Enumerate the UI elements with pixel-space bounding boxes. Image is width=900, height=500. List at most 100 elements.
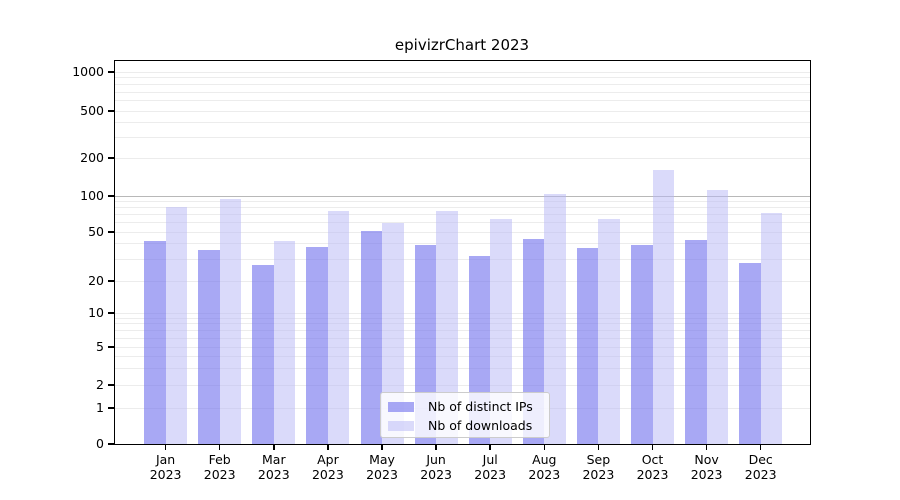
- y-axis-tick: [108, 384, 115, 386]
- x-tick-year: 2023: [690, 467, 723, 482]
- chart-title: epivizrChart 2023: [394, 36, 530, 54]
- gridline: [115, 200, 811, 202]
- gridline: [115, 355, 811, 357]
- x-tick-label: Apr 2023: [296, 452, 360, 482]
- x-tick-month: Mar: [262, 452, 286, 467]
- bar-distinct-ips: [144, 241, 166, 444]
- bar-downloads: [652, 170, 674, 444]
- bar-distinct-ips: [198, 249, 220, 444]
- bar-downloads: [382, 222, 404, 444]
- x-axis-tick: [218, 444, 221, 450]
- legend-swatch-distinct-ips-icon: [388, 401, 414, 412]
- x-axis-tick: [381, 444, 383, 450]
- x-axis-tick: [543, 444, 546, 450]
- x-axis-tick: [489, 444, 491, 450]
- gridline: [115, 157, 811, 159]
- x-axis-tick: [705, 444, 708, 450]
- y-tick-label: 5: [96, 339, 104, 354]
- x-tick-year: 2023: [366, 467, 398, 482]
- bar-distinct-ips: [306, 246, 328, 444]
- x-tick-month: May: [369, 452, 395, 467]
- gridline: [115, 243, 811, 245]
- x-tick-label: Jun 2023: [404, 452, 468, 482]
- x-tick-label: May 2023: [350, 452, 414, 482]
- y-tick-label: 100: [80, 188, 104, 203]
- legend-item-downloads: Nb of downloads: [381, 416, 549, 435]
- x-axis-tick: [651, 444, 654, 450]
- x-axis-tick: [273, 444, 275, 450]
- gridline: [115, 317, 811, 319]
- bar-downloads: [219, 199, 242, 444]
- legend-label-downloads: Nb of downloads: [428, 418, 533, 433]
- y-tick-label: 1: [96, 400, 104, 415]
- gridline: [115, 323, 811, 325]
- bar-distinct-ips: [739, 263, 761, 444]
- x-tick-month: Feb: [208, 452, 231, 467]
- x-tick-month: Jan: [155, 452, 176, 467]
- gridline: [115, 91, 811, 93]
- bar-downloads: [706, 189, 729, 444]
- x-tick-month: Sep: [586, 452, 611, 467]
- y-axis-tick: [108, 231, 115, 233]
- x-tick-month: Oct: [641, 452, 664, 467]
- y-tick-label: 500: [80, 103, 104, 118]
- x-tick-label: Aug 2023: [512, 452, 576, 482]
- x-tick-label: Jan 2023: [134, 452, 198, 482]
- y-axis-tick: [108, 346, 115, 348]
- y-axis-tick: [108, 312, 115, 314]
- x-tick-label: Jul 2023: [458, 452, 522, 482]
- legend-item-distinct-ips: Nb of distinct IPs: [381, 397, 549, 416]
- bar-distinct-ips: [631, 245, 653, 444]
- x-tick-year: 2023: [203, 467, 236, 482]
- x-tick-month: Apr: [317, 452, 339, 467]
- bar-distinct-ips: [360, 230, 382, 444]
- legend: Nb of distinct IPs Nb of downloads: [380, 392, 550, 438]
- bar-downloads: [165, 206, 188, 444]
- y-tick-label: 10: [88, 305, 104, 320]
- y-tick-label: 1000: [72, 64, 104, 79]
- x-tick-label: Nov 2023: [675, 452, 739, 482]
- y-axis-tick: [108, 407, 115, 409]
- gridline: [115, 110, 811, 112]
- x-axis-tick: [164, 444, 167, 450]
- bar-downloads: [760, 213, 783, 444]
- gridline: [115, 100, 811, 102]
- legend-label-distinct-ips: Nb of distinct IPs: [428, 399, 533, 414]
- x-tick-year: 2023: [582, 467, 615, 482]
- gridline: [115, 222, 811, 224]
- legend-swatch-downloads-icon: [388, 420, 414, 431]
- y-axis-tick: [108, 71, 115, 73]
- gridline: [115, 207, 811, 209]
- gridline: [115, 280, 811, 282]
- y-tick-label: 2: [96, 377, 104, 392]
- gridline-major: [115, 195, 811, 197]
- y-axis-tick: [108, 195, 115, 197]
- gridline: [115, 346, 811, 348]
- bar-downloads: [490, 219, 512, 444]
- gridline: [115, 71, 811, 73]
- x-tick-year: 2023: [474, 467, 507, 482]
- gridline: [115, 84, 811, 86]
- y-tick-label: 0: [96, 436, 104, 451]
- y-tick-label: 50: [88, 224, 104, 239]
- bar-distinct-ips: [252, 264, 274, 444]
- gridline: [115, 312, 811, 314]
- x-axis-tick: [759, 444, 762, 450]
- gridline: [115, 258, 811, 260]
- x-tick-label: Feb 2023: [188, 452, 252, 482]
- gridline: [115, 77, 811, 79]
- gridline: [115, 214, 811, 216]
- y-axis-tick: [108, 280, 115, 282]
- x-tick-year: 2023: [528, 467, 561, 482]
- bar-downloads: [598, 219, 620, 444]
- gridline: [115, 121, 811, 123]
- bar-downloads: [273, 241, 296, 444]
- x-tick-label: Sep 2023: [566, 452, 630, 482]
- bar-downloads: [327, 210, 350, 444]
- y-axis-tick: [108, 157, 115, 159]
- x-tick-year: 2023: [636, 467, 669, 482]
- x-tick-year: 2023: [311, 467, 344, 482]
- x-tick-month: Jul: [482, 452, 498, 467]
- x-tick-label: Oct 2023: [621, 452, 685, 482]
